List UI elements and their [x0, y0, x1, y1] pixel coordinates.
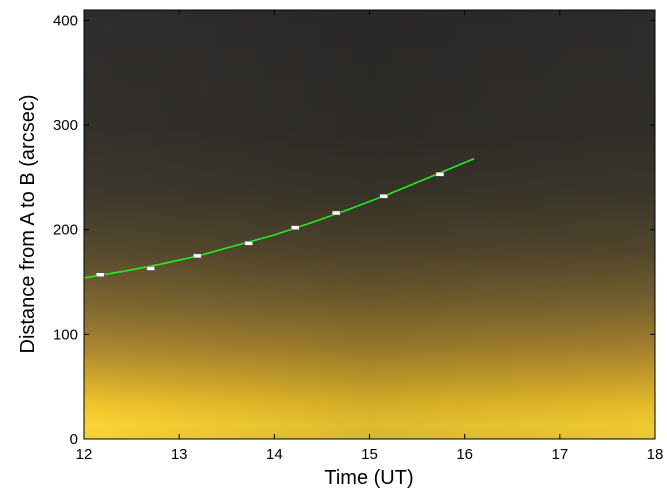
x-tick-label: 13: [171, 446, 188, 463]
data-point: [331, 210, 341, 216]
y-tick-label: 200: [53, 222, 78, 239]
x-axis: 12 13 14 15 16 17 18: [76, 10, 664, 463]
background-shading: [84, 10, 655, 439]
y-axis: 0 100 200 300 400: [53, 12, 655, 448]
x-tick-label: 16: [456, 446, 473, 463]
data-point: [291, 225, 300, 230]
y-tick-label: 0: [70, 431, 78, 448]
y-tick-label: 300: [53, 117, 78, 134]
x-tick-label: 14: [266, 446, 283, 463]
y-tick-label: 100: [53, 326, 78, 343]
data-point: [379, 193, 389, 199]
data-points-layer: [95, 172, 445, 277]
data-point: [146, 266, 155, 271]
data-point: [244, 241, 253, 246]
data-point: [95, 272, 105, 277]
x-axis-label: Time (UT): [324, 467, 413, 489]
data-point: [192, 253, 202, 259]
x-tick-label: 17: [551, 446, 568, 463]
x-tick-label: 12: [76, 446, 93, 463]
data-point: [435, 172, 445, 177]
y-axis-label: Distance from A to B (arcsec): [17, 95, 39, 354]
x-tick-label: 15: [361, 446, 378, 463]
y-tick-label: 400: [53, 12, 78, 29]
x-tick-label: 18: [647, 446, 664, 463]
